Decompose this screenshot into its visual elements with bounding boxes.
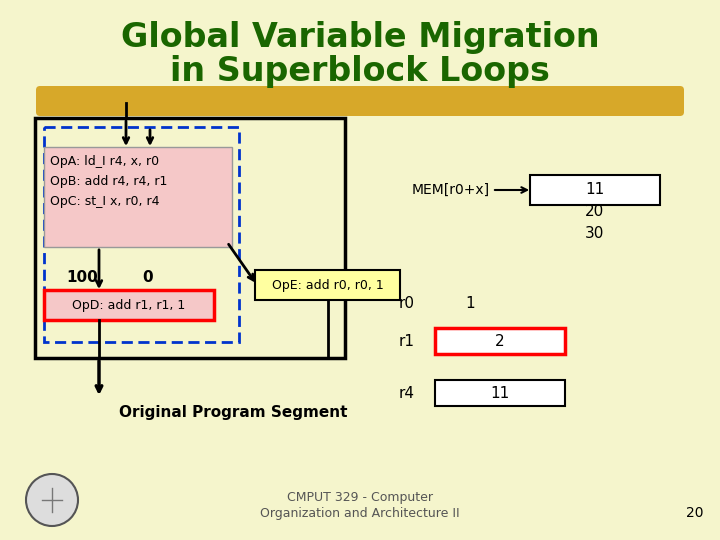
Text: 20: 20 bbox=[585, 205, 605, 219]
Text: r0: r0 bbox=[399, 295, 415, 310]
Text: CMPUT 329 - Computer: CMPUT 329 - Computer bbox=[287, 491, 433, 504]
Text: r4: r4 bbox=[399, 386, 415, 401]
Text: Original Program Segment: Original Program Segment bbox=[119, 406, 348, 421]
Text: 100: 100 bbox=[66, 271, 98, 286]
Text: Global Variable Migration: Global Variable Migration bbox=[121, 22, 599, 55]
FancyBboxPatch shape bbox=[530, 175, 660, 205]
FancyBboxPatch shape bbox=[435, 328, 565, 354]
Circle shape bbox=[26, 474, 78, 526]
Text: 20: 20 bbox=[686, 506, 703, 520]
Text: OpA: ld_I r4, x, r0
OpB: add r4, r4, r1
OpC: st_I x, r0, r4: OpA: ld_I r4, x, r0 OpB: add r4, r4, r1 … bbox=[50, 155, 167, 208]
FancyBboxPatch shape bbox=[44, 127, 239, 342]
Text: r1: r1 bbox=[399, 334, 415, 348]
FancyBboxPatch shape bbox=[255, 270, 400, 300]
Text: Organization and Architecture II: Organization and Architecture II bbox=[260, 507, 460, 519]
Text: 11: 11 bbox=[585, 183, 605, 198]
Text: 30: 30 bbox=[585, 226, 605, 241]
Text: MEM[r0+x]: MEM[r0+x] bbox=[412, 183, 490, 197]
Text: OpD: add r1, r1, 1: OpD: add r1, r1, 1 bbox=[73, 299, 186, 312]
Text: 1: 1 bbox=[465, 295, 474, 310]
Text: in Superblock Loops: in Superblock Loops bbox=[170, 56, 550, 89]
FancyBboxPatch shape bbox=[44, 147, 232, 247]
Text: OpE: add r0, r0, 1: OpE: add r0, r0, 1 bbox=[271, 279, 383, 292]
FancyBboxPatch shape bbox=[35, 118, 345, 358]
FancyBboxPatch shape bbox=[36, 86, 684, 116]
Text: 0: 0 bbox=[143, 271, 153, 286]
FancyBboxPatch shape bbox=[44, 290, 214, 320]
Text: 2: 2 bbox=[495, 334, 505, 348]
FancyBboxPatch shape bbox=[435, 380, 565, 406]
Text: 11: 11 bbox=[490, 386, 510, 401]
